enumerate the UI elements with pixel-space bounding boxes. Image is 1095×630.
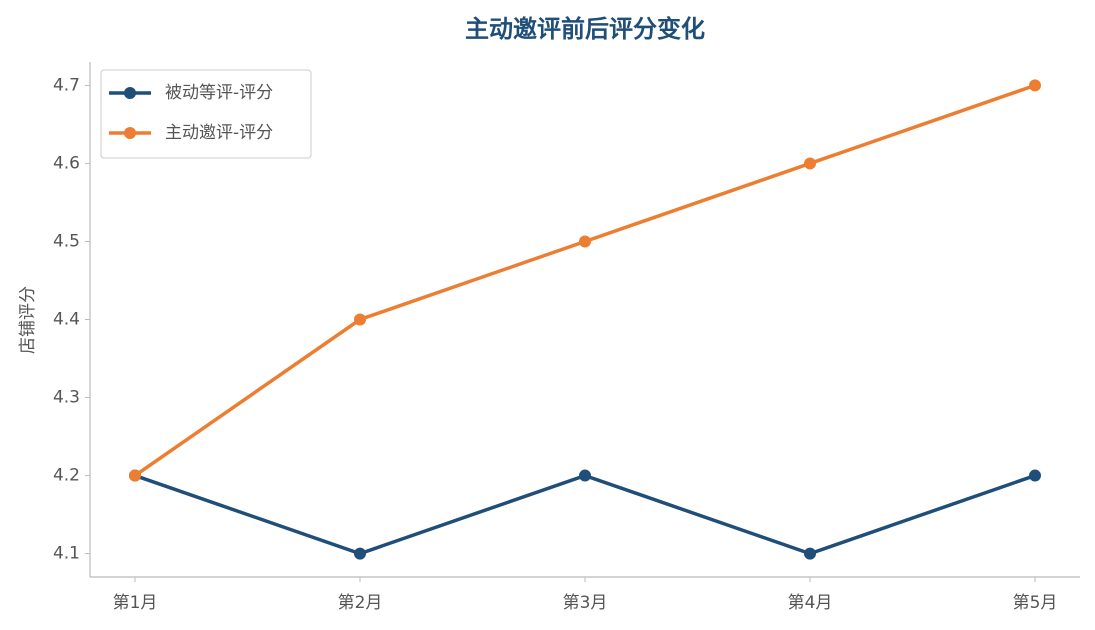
point bbox=[354, 547, 366, 560]
x-tick-label: 第5月 bbox=[1013, 593, 1058, 613]
y-axis-label: 店铺评分 bbox=[18, 286, 38, 354]
y-tick-label: 4.4 bbox=[53, 310, 80, 330]
point bbox=[1029, 79, 1041, 92]
legend-box bbox=[100, 69, 312, 159]
y-tick-label: 4.1 bbox=[53, 544, 80, 564]
point bbox=[579, 469, 591, 482]
x-tick-label: 第1月 bbox=[113, 593, 158, 613]
legend-marker bbox=[124, 127, 136, 139]
y-tick-label: 4.5 bbox=[53, 231, 80, 251]
point bbox=[804, 547, 816, 560]
y-tick-label: 4.3 bbox=[53, 388, 80, 408]
y-tick-label: 4.2 bbox=[53, 466, 80, 486]
point bbox=[1029, 469, 1041, 482]
point bbox=[129, 469, 141, 482]
x-tick-label: 第2月 bbox=[338, 593, 383, 613]
y-tick-label: 4.6 bbox=[53, 153, 80, 173]
legend-marker bbox=[124, 87, 136, 99]
y-tick-label: 4.7 bbox=[53, 75, 80, 95]
x-tick-label: 第4月 bbox=[788, 593, 833, 613]
x-tick-label: 第3月 bbox=[563, 593, 608, 613]
point bbox=[579, 235, 591, 248]
legend-label: 主动邀评-评分 bbox=[165, 123, 273, 143]
point bbox=[804, 157, 816, 170]
series-line bbox=[134, 473, 1036, 556]
legend-label: 被动等评-评分 bbox=[165, 83, 273, 103]
chart-title: 主动邀评前后评分变化 bbox=[465, 15, 705, 43]
point bbox=[354, 313, 366, 326]
